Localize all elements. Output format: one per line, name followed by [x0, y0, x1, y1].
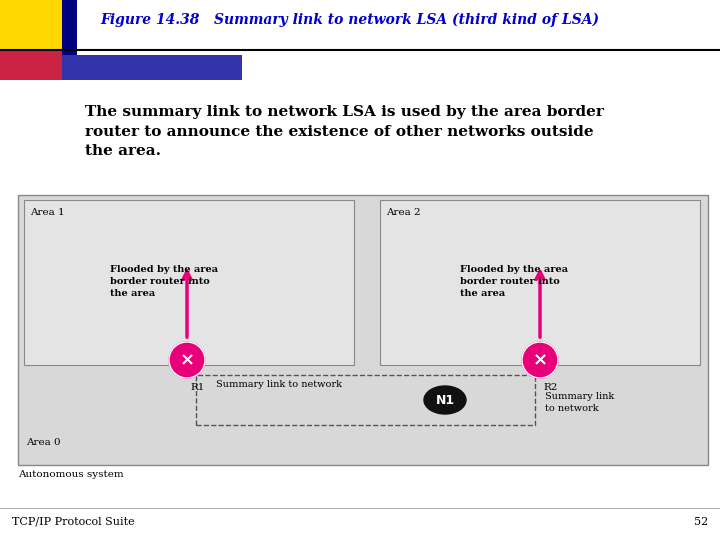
Text: Summary link to network: Summary link to network	[216, 380, 342, 389]
Circle shape	[522, 342, 558, 378]
Text: Figure 14.38   Summary link to network LSA (third kind of LSA): Figure 14.38 Summary link to network LSA…	[100, 13, 599, 27]
Text: Area 0: Area 0	[26, 438, 60, 447]
Bar	[380, 200, 700, 365]
Ellipse shape	[424, 386, 466, 414]
Text: R2: R2	[543, 383, 557, 392]
Text: Area 2: Area 2	[386, 208, 420, 217]
FancyArrowPatch shape	[183, 272, 191, 337]
Text: TCP/IP Protocol Suite: TCP/IP Protocol Suite	[12, 517, 135, 527]
Text: Autonomous system: Autonomous system	[18, 470, 124, 479]
Circle shape	[169, 342, 205, 378]
Bar	[62, 0, 77, 70]
Text: ×: ×	[532, 351, 548, 369]
Bar	[62, 55, 242, 80]
Text: Flooded by the area
border router into
the area: Flooded by the area border router into t…	[110, 265, 218, 298]
Bar	[196, 375, 535, 425]
Text: Summary link
to network: Summary link to network	[545, 392, 614, 413]
Text: ×: ×	[179, 351, 194, 369]
Text: Area 1: Area 1	[30, 208, 65, 217]
Text: The summary link to network LSA is used by the area border
router to announce th: The summary link to network LSA is used …	[85, 105, 604, 158]
FancyArrowPatch shape	[536, 272, 544, 337]
Bar	[24, 200, 354, 365]
Bar	[0, 0, 62, 55]
Text: N1: N1	[436, 394, 454, 407]
Text: Flooded by the area
border router into
the area: Flooded by the area border router into t…	[460, 265, 568, 298]
Text: R1: R1	[190, 383, 204, 392]
Bar	[0, 50, 62, 80]
Bar	[18, 195, 708, 465]
Text: 52: 52	[694, 517, 708, 527]
